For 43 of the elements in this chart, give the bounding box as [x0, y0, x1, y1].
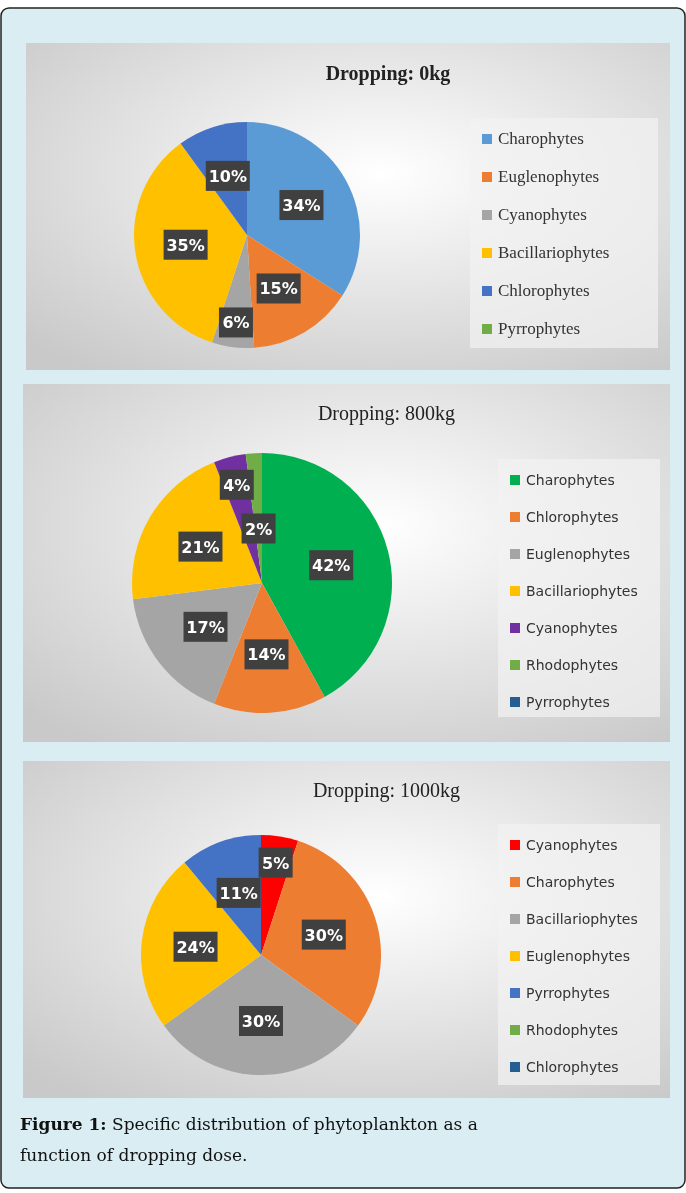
legend-label: Bacillariophytes — [498, 243, 610, 262]
data-label: 34% — [282, 196, 321, 216]
legend-label: Pyrrophytes — [526, 694, 610, 710]
chart-title: Dropping: 1000kg — [312, 779, 461, 802]
legend-label: Charophytes — [526, 472, 615, 488]
legend-label: Cyanophytes — [526, 620, 618, 636]
legend-label: Charophytes — [498, 129, 584, 148]
legend-label: Chlorophytes — [526, 1059, 619, 1075]
legend-label: Bacillariophytes — [526, 911, 638, 927]
data-label: 2% — [244, 519, 273, 539]
chart-title: Dropping: 800kg — [317, 402, 456, 425]
data-label: 6% — [222, 313, 250, 333]
data-label: 5% — [262, 853, 290, 873]
legend-label: Euglenophytes — [526, 948, 630, 964]
pie-slice — [247, 122, 360, 296]
legend-label: Rhodophytes — [526, 1022, 619, 1038]
legend-label: Cyanophytes — [498, 205, 587, 224]
data-label: 4% — [223, 475, 251, 495]
data-label: 15% — [259, 279, 298, 299]
legend-label: Chlorophytes — [498, 281, 590, 300]
legend-label: Bacillariophytes — [526, 583, 638, 599]
data-label: 21% — [181, 537, 220, 557]
legend-label: Euglenophytes — [526, 546, 630, 562]
data-label: 10% — [208, 166, 247, 186]
data-label: 42% — [312, 556, 351, 576]
legend-label: Euglenophytes — [498, 167, 600, 186]
caption: Figure 1: Specific distribution of phytoplankton as a function of dropping dose. — [20, 1114, 478, 1165]
pie-slice — [163, 955, 359, 1075]
pie-slice — [134, 143, 247, 343]
data-label: 14% — [247, 645, 286, 665]
data-label: 17% — [186, 617, 225, 637]
data-label: 24% — [176, 937, 215, 957]
data-label: 30% — [304, 925, 343, 945]
data-label: 11% — [219, 883, 258, 903]
legend-label: Charophytes — [526, 874, 615, 890]
legend-label: Cyanophytes — [526, 837, 618, 853]
legend-label: Pyrrophytes — [526, 985, 610, 1001]
chart-title: Dropping: 0kg — [325, 62, 451, 85]
legend-label: Rhodophytes — [526, 657, 619, 673]
legend-label: Pyrrophytes — [498, 319, 581, 338]
data-label: 30% — [241, 1012, 281, 1031]
data-label: 35% — [166, 235, 205, 255]
legend-label: Chlorophytes — [526, 509, 619, 525]
